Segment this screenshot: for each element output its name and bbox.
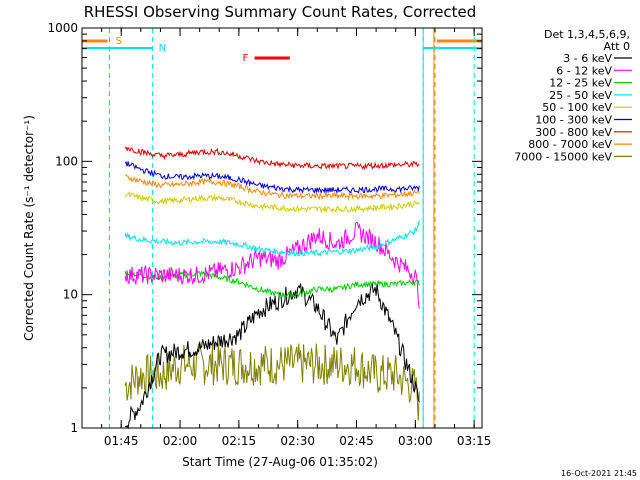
axes: 01:45 02:00 02:15 02:30 02:45 03:00 03:15 1 10 10… — [47, 21, 491, 448]
x-tick-label: 02:15 — [222, 434, 257, 448]
y-tick-label: 1000 — [47, 21, 78, 35]
x-tick-label: 03:15 — [457, 434, 492, 448]
legend-label: 6 - 12 keV — [556, 64, 612, 77]
x-tick-label: 02:30 — [280, 434, 315, 448]
series-line-6 — [124, 146, 420, 171]
chart-title: RHESSI Observing Summary Count Rates, Co… — [84, 3, 477, 21]
s-marker-label: S — [115, 36, 121, 47]
legend-label: 800 - 7000 keV — [528, 138, 612, 151]
x-tick-label: 02:45 — [339, 434, 374, 448]
plot-frame — [81, 27, 483, 429]
legend-label: 12 - 25 keV — [549, 77, 612, 90]
series-line-0 — [124, 282, 420, 430]
series-layer — [124, 146, 420, 430]
legend-label: 7000 - 15000 keV — [514, 150, 612, 163]
y-tick-label: 1 — [70, 421, 78, 435]
legend-label: 100 - 300 keV — [535, 114, 612, 127]
legend-attenuator: Att 0 — [604, 40, 630, 53]
series-line-2 — [124, 269, 420, 300]
observing-markers: S N F — [82, 28, 482, 428]
series-line-4 — [124, 191, 420, 214]
legend-label: 25 - 50 keV — [549, 89, 612, 102]
n-marker-label: N — [159, 43, 166, 54]
series-line-5 — [124, 161, 420, 195]
series-line-8 — [124, 342, 420, 421]
y-tick-label: 100 — [55, 154, 78, 168]
y-axis-label: Corrected Count Rate (s⁻¹ detector⁻¹) — [22, 115, 36, 341]
series-line-1 — [124, 222, 420, 309]
legend-label: 50 - 100 keV — [542, 101, 612, 114]
x-tick-label: 01:45 — [104, 434, 139, 448]
x-tick-label: 03:00 — [398, 434, 433, 448]
f-marker-label: F — [243, 53, 249, 64]
series-line-7 — [124, 174, 420, 201]
legend-label: 3 - 6 keV — [563, 52, 612, 65]
x-tick-label: 02:00 — [163, 434, 198, 448]
legend-detectors: Det 1,3,4,5,6,9, — [544, 28, 630, 41]
x-axis-label: Start Time (27-Aug-06 01:35:02) — [182, 455, 378, 469]
y-tick-label: 10 — [63, 288, 78, 302]
series-line-3 — [124, 220, 420, 257]
generated-timestamp: 16-Oct-2021 21:45 — [561, 469, 637, 478]
legend-label: 300 - 800 keV — [535, 126, 612, 139]
